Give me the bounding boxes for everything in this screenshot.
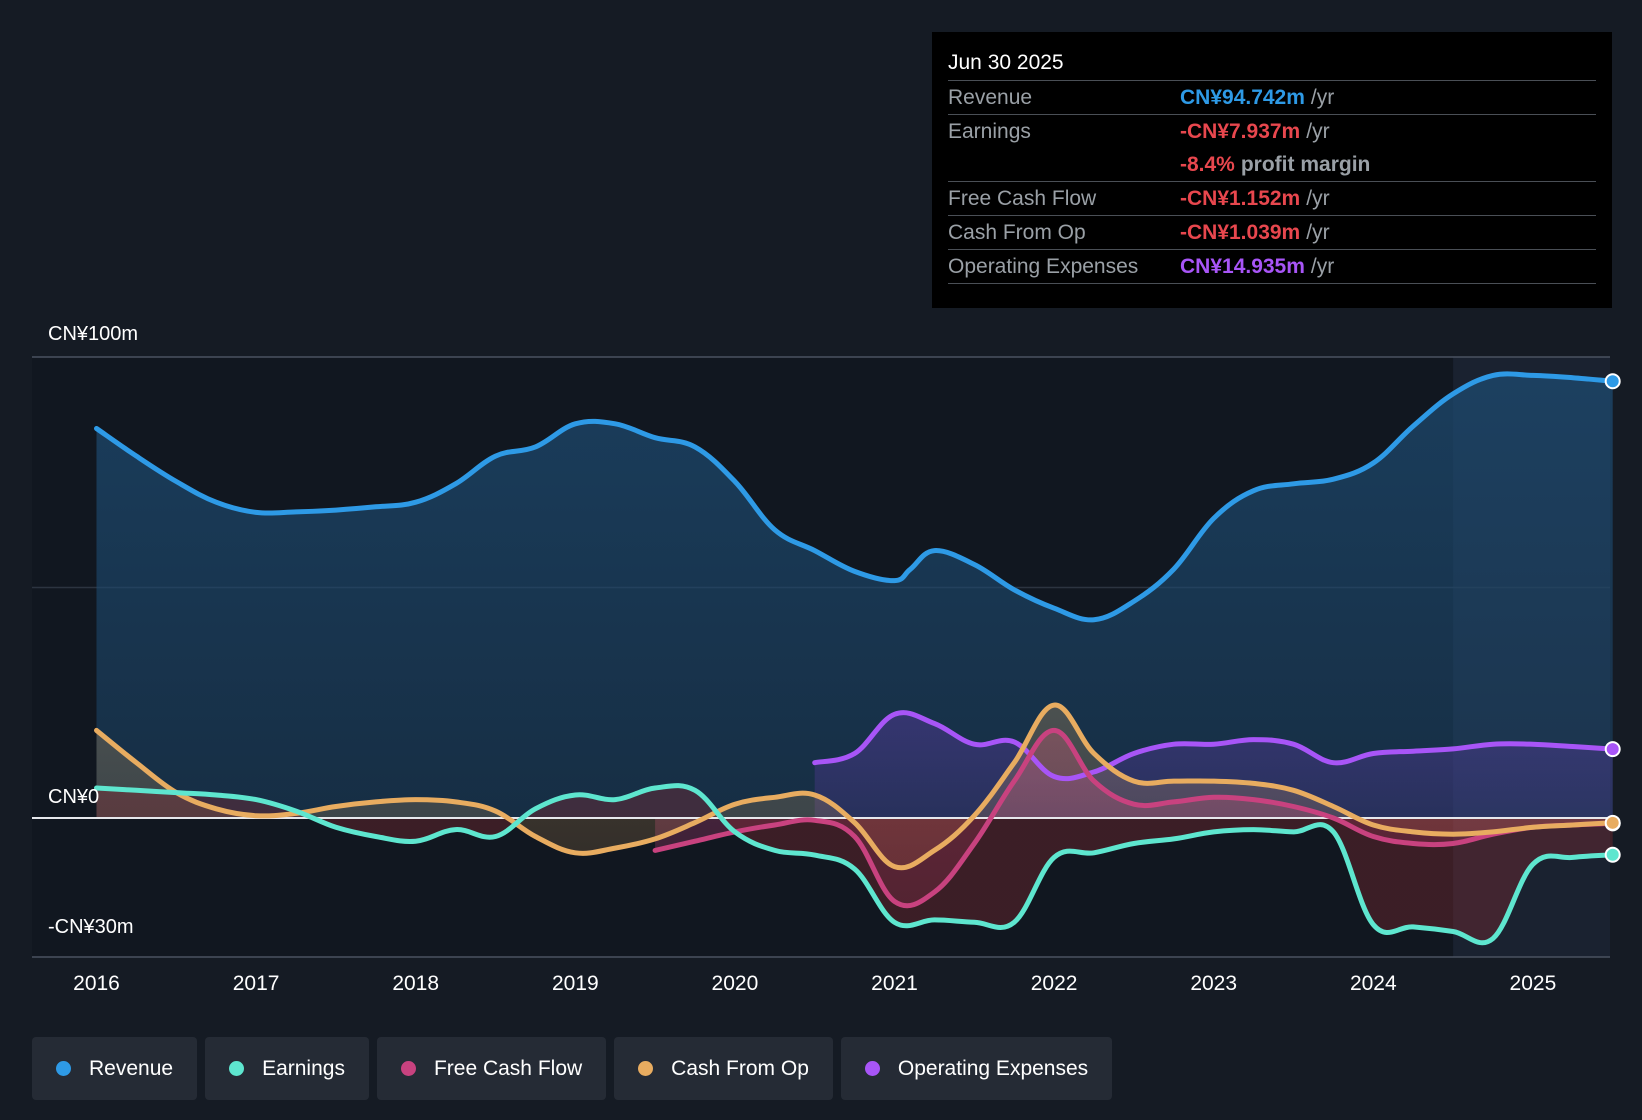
free-cash-flow-line [652,727,1616,909]
x-tick-label: 2017 [233,972,280,995]
legend: Revenue Earnings Free Cash Flow Cash Fro… [32,1037,1113,1100]
tooltip-unit: /yr [1306,120,1330,143]
x-tick-label: 2021 [871,972,918,995]
revenue-dot-icon [56,1061,71,1076]
x-tick-label: 2020 [712,972,759,995]
tooltip-unit: /yr [1310,255,1335,278]
earnings-end-point [1604,846,1621,863]
legend-item-free-cash-flow[interactable]: Free Cash Flow [376,1037,607,1100]
y-axis-label: -CN¥30m [48,916,134,938]
earnings-line [94,783,1616,946]
tooltip-unit: profit margin [1240,153,1371,176]
legend-label: Earnings [262,1056,345,1080]
legend-item-operating-expenses[interactable]: Operating Expenses [840,1037,1113,1100]
tooltip-panel: Jun 30 2025 Revenue CN¥94.742m /yr Earni… [932,32,1612,308]
tooltip-value: CN¥94.742m [1180,86,1305,109]
x-tick-label: 2016 [73,972,120,995]
tooltip-row-revenue: Revenue CN¥94.742m /yr [948,80,1596,114]
revenue-end-point [1604,373,1621,390]
legend-label: Cash From Op [671,1056,809,1080]
tooltip-label: Free Cash Flow [948,187,1097,210]
tooltip-value: -CN¥7.937m [1180,120,1301,143]
legend-label: Operating Expenses [897,1056,1089,1080]
tooltip-unit: /yr [1306,187,1330,210]
tooltip-row-operating-expenses: Operating Expenses CN¥14.935m /yr [948,249,1596,283]
x-tick-label: 2023 [1190,972,1237,995]
tooltip-row-cash-from-op: Cash From Op -CN¥1.039m /yr [948,215,1596,249]
y-axis-label: CN¥0 [48,786,99,808]
tooltip-label [948,148,1180,181]
x-tick-label: 2022 [1031,972,1078,995]
x-tick-label: 2024 [1350,972,1397,995]
y-axis-label: CN¥100m [48,323,138,345]
legend-item-revenue[interactable]: Revenue [32,1037,198,1100]
operating-expenses-end-point [1604,741,1621,758]
tooltip-value: -8.4% [1180,153,1235,176]
tooltip-label: Cash From Op [948,221,1086,244]
tooltip-row-profit-margin: -8.4% profit margin [948,148,1596,181]
tooltip-date: Jun 30 2025 [948,51,1064,74]
tooltip-row-earnings: Earnings -CN¥7.937m /yr [948,114,1596,148]
tooltip-row-free-cash-flow: Free Cash Flow -CN¥1.152m /yr [948,181,1596,215]
cash-from-op-line [94,702,1616,871]
legend-label: Revenue [89,1056,174,1080]
tooltip-divider [948,283,1596,284]
legend-item-cash-from-op[interactable]: Cash From Op [614,1037,833,1100]
tooltip-label: Revenue [948,86,1033,109]
tooltip-unit: /yr [1310,86,1335,109]
revenue-area [96,373,1613,818]
revenue-line [94,371,1616,623]
operating-expenses-line [812,710,1616,782]
tooltip-label: Earnings [948,120,1031,143]
earnings-dot-icon [229,1061,245,1076]
cash-from-op-dot-icon [638,1061,654,1076]
cash-from-op-end-point [1604,814,1621,831]
tooltip-value: -CN¥1.039m [1180,221,1301,244]
free-cash-flow-dot-icon [400,1061,416,1076]
tooltip-value: CN¥14.935m [1180,255,1305,278]
x-tick-label: 2019 [552,972,599,995]
legend-label: Free Cash Flow [433,1056,583,1080]
earnings-area [96,785,1613,943]
operating-expenses-dot-icon [864,1061,880,1076]
x-tick-label: 2018 [392,972,439,995]
tooltip-label: Operating Expenses [948,255,1139,278]
tooltip-value: -CN¥1.152m [1180,187,1301,210]
tooltip-unit: /yr [1306,221,1330,244]
x-tick-label: 2025 [1510,972,1557,995]
legend-item-earnings[interactable]: Earnings [205,1037,369,1100]
